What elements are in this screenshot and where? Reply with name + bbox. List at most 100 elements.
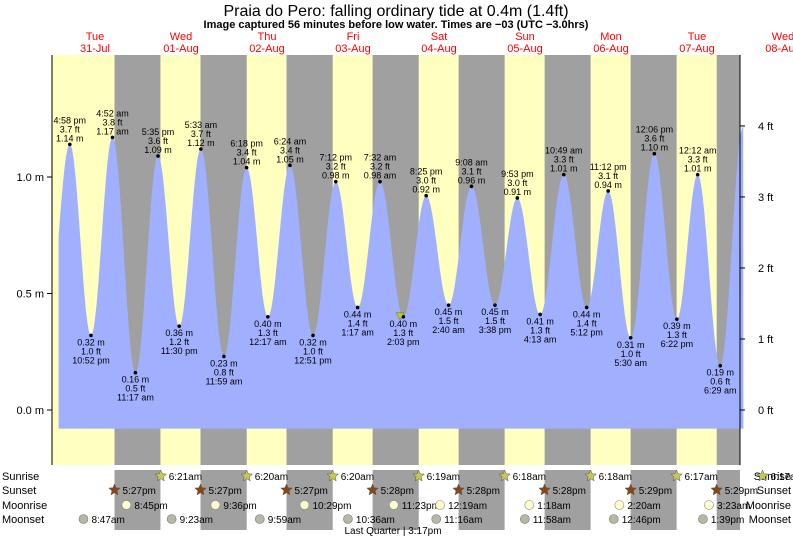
date-label: 31-Jul (80, 43, 110, 55)
high-tide-height-ft: 3.6 ft (148, 136, 169, 146)
sunrise-icon (756, 469, 769, 482)
low-tide-time: 10:52 pm (72, 355, 110, 365)
moonset-time: 10:36am (356, 515, 395, 526)
moonset-time: 12:46pm (622, 515, 661, 526)
low-tide-height-ft: 1.0 ft (621, 349, 642, 359)
low-tide-height-ft: 0.8 ft (214, 367, 235, 377)
tide-point-marker (469, 184, 474, 189)
low-tide-height-ft: 1.4 ft (348, 318, 369, 328)
sunrise-time: 6:21am (169, 472, 202, 483)
low-tide-time: 11:17 am (117, 393, 154, 403)
high-tide-time: 12:12 am (679, 146, 717, 156)
sunset-icon (452, 483, 465, 496)
low-tide-time: 5:12 pm (570, 327, 603, 337)
moonset-time: 1:39pm (711, 515, 744, 526)
moonrise-icon (121, 500, 132, 510)
low-tide-height-ft: 1.0 ft (81, 346, 102, 356)
low-tide-height-m: 0.36 m (165, 328, 193, 338)
low-tide-height-m: 0.16 m (122, 375, 150, 385)
high-tide-time: 5:33 am (185, 120, 218, 130)
tide-point-marker (133, 370, 138, 375)
day-header-labels: Tue31-JulWed01-AugThu02-AugFri03-AugSat0… (80, 31, 793, 55)
day-of-week-label: Tue (86, 31, 105, 43)
high-tide-time: 4:52 am (96, 108, 129, 118)
sunrise-time: 6:20am (255, 472, 288, 483)
high-tide-height-m: 0.94 m (594, 180, 622, 190)
left-tick-label: 0.0 m (16, 405, 44, 417)
sunrise-icon (670, 469, 683, 482)
sunset-time: 5:27pm (295, 486, 328, 497)
high-tide-height-m: 0.92 m (412, 185, 440, 195)
moonrise-time: 12:19am (448, 501, 487, 512)
low-tide-height-ft: 1.0 ft (303, 346, 324, 356)
sunset-icon (108, 483, 121, 496)
tide-point-marker (538, 312, 542, 317)
day-of-week-label: Sat (431, 31, 448, 43)
day-of-week-label: Wed (772, 31, 793, 43)
tide-area-path (58, 125, 744, 429)
low-tide-time: 3:38 pm (479, 325, 512, 335)
chart-axes: 0.0 m 0.5 m 1.0 m 0 ft 1 ft 2 ft 3 ft 4 ft (16, 55, 773, 465)
moonrise-time: 1:18am (537, 501, 570, 512)
tide-point-marker (68, 142, 72, 147)
low-tide-height-ft: 1.3 ft (258, 328, 279, 338)
high-tide-height-ft: 3.0 ft (416, 176, 437, 186)
tide-point-marker (652, 151, 657, 156)
moonset-icon (343, 514, 353, 524)
low-tide-height-m: 0.32 m (299, 337, 327, 347)
low-tide-time: 6:29 am (704, 386, 737, 396)
low-tide-height-m: 0.44 m (573, 309, 601, 319)
day-of-week-label: Mon (600, 31, 621, 43)
night-band-lower (544, 470, 591, 530)
right-tick-label: 0 ft (758, 405, 773, 417)
sunset-time: 5:29pm (725, 486, 758, 497)
tide-point-marker (424, 193, 428, 198)
sunrise-icon (326, 469, 340, 482)
moonset-icon (431, 514, 442, 524)
sunrise-time: 6:19am (427, 472, 460, 483)
high-tide-height-ft: 3.7 ft (60, 124, 81, 134)
low-tide-height-m: 0.23 m (210, 358, 238, 368)
moonrise-row-label-right: Moonrise (746, 500, 791, 512)
high-tide-time: 11:12 pm (590, 162, 627, 172)
high-tide-height-ft: 3.2 ft (326, 162, 347, 172)
moonset-time: 9:23am (180, 515, 213, 526)
high-tide-time: 9:53 pm (501, 169, 534, 179)
night-band-lower (458, 470, 505, 530)
moonrise-time: 9:36pm (223, 501, 256, 512)
low-tide-height-ft: 1.3 ft (530, 325, 551, 335)
low-tide-height-m: 0.40 m (390, 319, 418, 329)
night-band-lower (716, 470, 740, 530)
high-tide-height-ft: 3.0 ft (507, 178, 528, 188)
high-tide-height-ft: 3.4 ft (280, 145, 301, 155)
date-label: 05-Aug (507, 43, 542, 55)
date-label: 07-Aug (679, 43, 714, 55)
high-tide-height-m: 1.10 m (641, 143, 669, 153)
moonrise-row-label-left: Moonrise (2, 500, 47, 512)
moonset-icon (608, 514, 619, 524)
moonset-icon (166, 514, 177, 524)
tide-point-marker (288, 163, 292, 168)
date-label: 04-Aug (421, 43, 456, 55)
high-tide-time: 10:49 am (545, 146, 583, 156)
moon-phase-note: Last Quarter | 3:17pm (344, 526, 441, 537)
tide-point-marker (628, 335, 633, 340)
sunrise-time: 6:18am (599, 472, 632, 483)
high-tide-time: 4:58 pm (54, 115, 87, 125)
sunset-icon (366, 483, 379, 496)
tide-point-marker (177, 324, 181, 328)
night-band-lower (630, 470, 677, 530)
right-tick-label: 3 ft (758, 192, 773, 204)
moonset-icon (698, 514, 708, 524)
moonrise-time: 2:20am (627, 501, 660, 512)
high-tide-time: 8:25 pm (410, 167, 443, 177)
tide-curve-area (58, 125, 744, 429)
high-tide-height-ft: 3.3 ft (688, 155, 709, 165)
sunset-icon (194, 483, 207, 496)
high-tide-time: 7:32 am (364, 153, 397, 163)
moonrise-time: 11:23pm (402, 501, 440, 512)
sunset-time: 5:28pm (381, 486, 414, 497)
sunrise-time: 6:20am (341, 472, 374, 483)
sunset-time: 5:28pm (553, 486, 586, 497)
